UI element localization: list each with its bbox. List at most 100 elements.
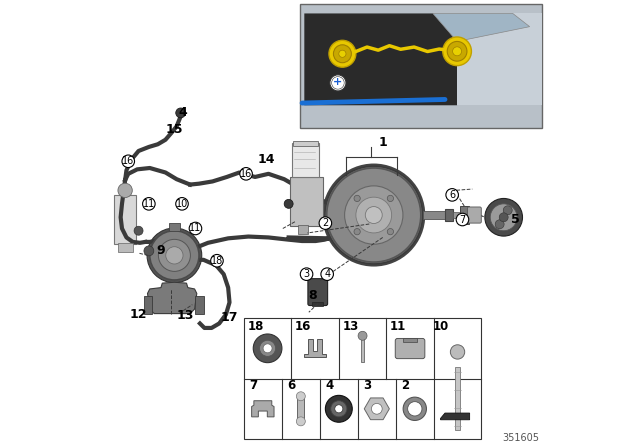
Polygon shape — [147, 282, 196, 314]
Bar — [292, 141, 317, 146]
Text: +: + — [333, 77, 342, 86]
Circle shape — [134, 226, 143, 235]
Circle shape — [296, 417, 305, 426]
Text: 11: 11 — [390, 319, 406, 333]
Circle shape — [300, 268, 313, 280]
Bar — [195, 296, 204, 314]
Circle shape — [158, 239, 191, 271]
Circle shape — [333, 45, 351, 63]
Text: 17: 17 — [221, 310, 238, 324]
Circle shape — [387, 228, 394, 235]
Text: 16: 16 — [295, 319, 312, 333]
Text: 18: 18 — [248, 319, 264, 333]
Bar — [403, 338, 417, 342]
Circle shape — [485, 198, 522, 236]
Circle shape — [332, 77, 344, 89]
Text: 14: 14 — [257, 152, 275, 166]
Circle shape — [321, 268, 333, 280]
Text: 6: 6 — [449, 190, 455, 200]
Circle shape — [365, 207, 382, 224]
Text: 16: 16 — [240, 169, 252, 179]
Circle shape — [144, 246, 154, 256]
Text: 7: 7 — [460, 215, 465, 224]
Bar — [169, 223, 180, 231]
Bar — [453, 212, 460, 218]
Circle shape — [296, 392, 305, 401]
Circle shape — [408, 401, 422, 416]
Circle shape — [335, 405, 343, 413]
Circle shape — [456, 213, 468, 226]
Text: 6: 6 — [287, 379, 296, 392]
Bar — [118, 243, 132, 252]
Text: 18: 18 — [211, 256, 223, 266]
Circle shape — [176, 198, 188, 210]
Circle shape — [490, 204, 517, 231]
Bar — [289, 177, 323, 226]
Circle shape — [176, 108, 186, 118]
Bar — [292, 143, 319, 177]
Text: 10: 10 — [433, 319, 449, 333]
Circle shape — [189, 222, 202, 235]
Text: 4: 4 — [179, 106, 188, 120]
Circle shape — [451, 345, 465, 359]
Circle shape — [354, 195, 360, 202]
Circle shape — [147, 228, 202, 283]
Text: 8: 8 — [308, 289, 317, 302]
Circle shape — [329, 40, 356, 67]
Circle shape — [447, 42, 467, 61]
FancyBboxPatch shape — [308, 279, 328, 306]
Text: 13: 13 — [342, 319, 359, 333]
Text: 351605: 351605 — [502, 433, 540, 443]
Circle shape — [284, 199, 293, 208]
Text: 1: 1 — [378, 136, 387, 149]
Text: 16: 16 — [122, 156, 134, 166]
Bar — [361, 337, 364, 362]
Circle shape — [344, 186, 403, 244]
Text: 11: 11 — [143, 199, 155, 209]
Circle shape — [253, 334, 282, 363]
Polygon shape — [304, 340, 326, 358]
Text: 13: 13 — [177, 309, 195, 323]
Bar — [312, 302, 323, 306]
Bar — [460, 206, 468, 224]
Circle shape — [330, 75, 346, 91]
Circle shape — [118, 183, 132, 198]
Text: 2: 2 — [323, 218, 328, 228]
Circle shape — [403, 397, 426, 420]
Text: 11: 11 — [189, 224, 202, 233]
FancyBboxPatch shape — [467, 207, 481, 223]
Bar — [300, 4, 541, 128]
Text: 10: 10 — [176, 199, 188, 209]
Circle shape — [325, 395, 352, 422]
Circle shape — [446, 189, 458, 201]
Circle shape — [358, 332, 367, 340]
Circle shape — [240, 168, 252, 180]
Circle shape — [339, 50, 346, 57]
Polygon shape — [252, 401, 274, 417]
Bar — [114, 195, 136, 244]
Circle shape — [325, 166, 422, 264]
Text: 2: 2 — [401, 379, 410, 392]
Bar — [422, 211, 445, 219]
Text: 15: 15 — [165, 123, 182, 137]
Polygon shape — [440, 413, 470, 420]
Bar — [244, 318, 481, 439]
Circle shape — [495, 220, 504, 229]
Polygon shape — [364, 398, 389, 420]
Polygon shape — [433, 13, 530, 41]
Circle shape — [143, 198, 155, 210]
Text: 4: 4 — [325, 379, 333, 392]
Circle shape — [263, 344, 272, 353]
Circle shape — [452, 47, 461, 56]
Text: 5: 5 — [511, 213, 519, 226]
Bar — [455, 367, 460, 430]
Text: 12: 12 — [130, 308, 147, 321]
Bar — [298, 225, 308, 234]
Circle shape — [326, 168, 421, 262]
Text: 4: 4 — [324, 269, 330, 279]
Text: 9: 9 — [157, 244, 165, 258]
Circle shape — [387, 195, 394, 202]
Circle shape — [371, 403, 382, 414]
Bar — [297, 396, 305, 422]
Circle shape — [211, 254, 223, 267]
